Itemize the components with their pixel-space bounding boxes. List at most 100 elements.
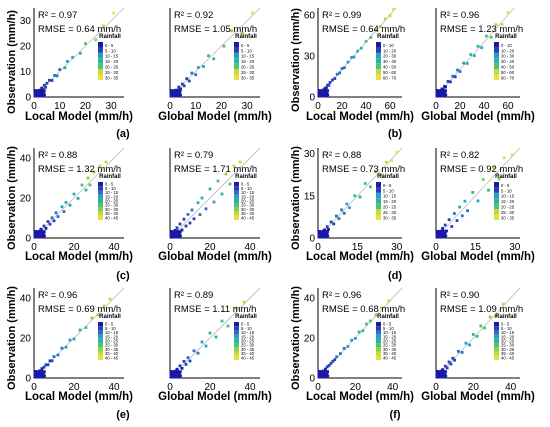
x-tick-label: 0: [31, 382, 37, 393]
data-point: [40, 367, 44, 370]
legend-swatch: [98, 52, 103, 59]
legend-entry: 25 - 30: [383, 210, 397, 215]
data-point: [443, 90, 447, 94]
data-point: [442, 235, 446, 239]
data-point: [324, 94, 328, 98]
x-tick-label: 40: [387, 382, 399, 393]
data-point: [171, 231, 175, 235]
r-squared-label: R² = 0.88: [322, 150, 361, 161]
data-point: [42, 371, 45, 375]
legend-swatch: [494, 198, 499, 204]
data-point: [340, 67, 344, 70]
legend-entry: 20 - 25: [105, 65, 119, 70]
data-point: [327, 364, 331, 367]
data-point: [395, 150, 399, 154]
data-point: [92, 170, 96, 174]
y-tick-label: 40: [304, 294, 316, 305]
legend-swatch: [376, 187, 381, 193]
legend-entry: 10 - 15: [105, 54, 119, 59]
data-point: [390, 159, 393, 163]
legend-swatch: [234, 52, 239, 59]
data-point: [182, 360, 186, 363]
data-point: [174, 372, 178, 375]
legend-entry: 15 - 20: [105, 194, 119, 199]
legend-entry: 35 - 40: [241, 211, 255, 216]
x-axis-title: Global Model (mm/h): [421, 251, 535, 263]
y-tick-label: 15: [304, 191, 316, 202]
legend-entry: 30 - 35: [241, 347, 255, 352]
legend-swatch: [234, 47, 239, 53]
legend-entry: 15 - 20: [383, 334, 397, 339]
legend-swatch: [234, 355, 239, 360]
legend-entry: 5 - 10: [241, 326, 252, 331]
x-tick-label: 40: [108, 242, 120, 253]
x-tick-label: 20: [350, 382, 362, 393]
data-point: [102, 24, 105, 28]
r-squared-label: R² = 0.97: [38, 10, 77, 21]
data-point: [442, 375, 446, 379]
legend-entry: 10 - 20: [383, 48, 397, 53]
data-point: [176, 231, 180, 235]
legend-swatch: [234, 194, 239, 199]
data-point: [174, 375, 177, 379]
data-point: [494, 314, 498, 318]
legend-entry: 0 - 10: [501, 43, 512, 48]
x-tick-label: 40: [360, 101, 372, 112]
y-tick-label: 0: [309, 374, 315, 385]
data-point: [388, 14, 392, 17]
data-point: [325, 371, 329, 375]
r-squared-label: R² = 0.90: [440, 290, 479, 301]
data-point: [68, 203, 72, 207]
rmse-label: RMSE = 1.11 mm/h: [174, 304, 256, 315]
legend-swatch: [376, 47, 381, 53]
scatter-panel: 0 20 40 60 R² = 0.96 RMSE = 1.23 mm/hRainfall…: [421, 7, 535, 123]
legend-entry: 40 - 50: [383, 65, 397, 70]
x-tick-label: 0: [315, 101, 321, 112]
legend-swatch: [376, 209, 381, 215]
data-point: [212, 57, 216, 61]
data-point: [204, 344, 208, 348]
legend-entry: 20 - 25: [241, 199, 255, 204]
scatter-panel: 0 20 40 60 0 30 60 R² = 0.99 RMSE = 0.64 mm/hRai…: [304, 7, 414, 123]
data-point: [471, 191, 475, 194]
data-point: [72, 337, 76, 341]
legend-entry: 30 - 35: [105, 207, 119, 212]
data-point: [208, 331, 212, 335]
scatter-panel: 0 10 20 30 0 10 20 30 R² = 0.97 RMSE = 0.64 mm/hR…: [20, 7, 133, 123]
data-point: [68, 338, 72, 342]
data-point: [170, 375, 174, 379]
legend-swatch: [376, 203, 381, 210]
data-point: [37, 372, 41, 375]
legend-entry: 10 - 15: [501, 194, 515, 199]
data-point: [232, 164, 236, 168]
legend-entry: 15 - 20: [105, 59, 119, 64]
data-point: [326, 370, 330, 373]
data-point: [342, 211, 346, 215]
legend-entry: 5 - 10: [383, 188, 394, 193]
data-point: [38, 235, 41, 239]
legend-entry: 25 - 30: [241, 343, 255, 348]
y-tick-label: 20: [20, 42, 32, 53]
data-point: [337, 217, 341, 220]
x-axis-title: Global Model (mm/h): [158, 111, 272, 123]
x-axis-title: Local Model (mm/h): [306, 251, 414, 263]
r-squared-label: R² = 0.92: [174, 10, 213, 21]
legend-swatch: [494, 203, 499, 210]
data-point: [214, 335, 218, 339]
data-point: [453, 358, 457, 362]
x-axis-title: Global Model (mm/h): [421, 111, 535, 123]
data-point: [335, 72, 339, 76]
data-point: [64, 201, 68, 204]
data-point: [439, 235, 443, 239]
data-point: [487, 188, 490, 192]
legend-swatch: [98, 63, 103, 70]
data-point: [436, 375, 440, 379]
legend-entry: 60 - 70: [501, 75, 515, 80]
x-tick-label: 40: [244, 382, 256, 393]
legend-entry: 0 - 5: [383, 183, 392, 188]
legend-entry: 30 - 35: [241, 75, 255, 80]
data-point: [50, 216, 54, 220]
r-squared-label: R² = 0.88: [38, 150, 77, 161]
